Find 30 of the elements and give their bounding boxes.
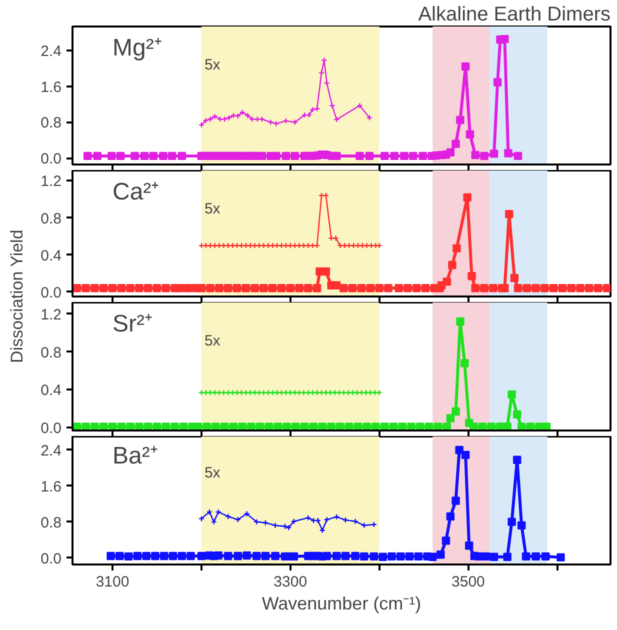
y-tick-label: 0.8 (40, 344, 62, 362)
y-tick-label: 0.4 (40, 382, 62, 400)
y-tick-label: 0.8 (40, 210, 62, 228)
y-tick-label: 1.6 (40, 78, 62, 96)
x-tick-label: 3100 (96, 574, 130, 590)
annotation: Ca²⁺ (112, 178, 160, 206)
y-tick-label: 1.2 (40, 306, 62, 324)
y-tick-label: 0.0 (40, 284, 62, 302)
annotation: 5x (204, 200, 221, 218)
annotation: Mg²⁺ (112, 34, 162, 62)
x-axis-title: Wavenumber (cm⁻¹) (262, 594, 422, 614)
y-tick-label: 0.8 (40, 514, 62, 532)
y-tick-label: 1.2 (40, 173, 62, 190)
y-axis-title: Dissociation Yield (8, 230, 26, 363)
y-tick-label: 1.6 (40, 478, 62, 496)
y-tick-label: 0.0 (40, 420, 62, 438)
y-tick-label: 2.4 (40, 42, 62, 60)
x-tick-label: 3300 (274, 574, 308, 590)
annotation: Ba²⁺ (112, 442, 158, 470)
annotation: 5x (204, 56, 221, 74)
y-tick-label: 0.8 (40, 114, 62, 132)
annotation: 5x (204, 332, 221, 350)
y-tick-label: 0.0 (40, 150, 62, 168)
y-tick-label: 0.4 (40, 247, 62, 264)
annotation: 5x (204, 464, 221, 482)
annotation: Sr²⁺ (112, 310, 152, 338)
y-tick-label: 2.4 (40, 442, 62, 460)
x-tick-label: 3500 (452, 574, 485, 590)
y-tick-label: 0.0 (40, 550, 62, 568)
chart-title: Alkaline Earth Dimers (418, 4, 611, 26)
